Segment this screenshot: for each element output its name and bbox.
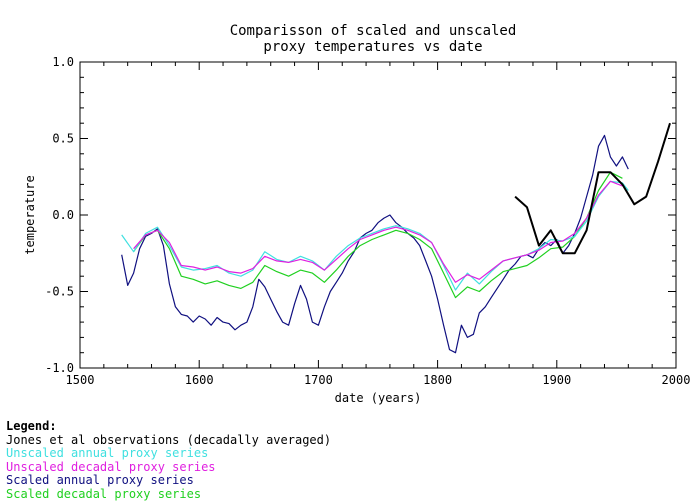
series-line-0 [514,122,671,255]
x-tick-label: 1600 [185,373,214,387]
x-tick-label: 2000 [662,373,691,387]
legend-entry-scaled-decadal: Scaled decadal proxy series [6,486,202,501]
y-tick-label: 0.5 [52,132,74,146]
y-tick-label: 0.0 [52,208,74,222]
series-line-1 [121,180,629,291]
legend-entry-unscaled-annual: Unscaled annual proxy series [6,446,209,461]
y-tick-label: -1.0 [45,361,74,375]
x-tick-label: 1700 [304,373,333,387]
legend-title: Legend: [6,419,57,433]
legend: Legend: Jones et al observations (decada… [6,419,332,502]
legend-entry-scaled-annual: Scaled annual proxy series [6,473,194,488]
y-axis-label: temperature [23,175,37,254]
legend-entry-jones: Jones et al observations (decadally aver… [6,432,332,447]
y-axis: 1.0 0.5 0.0 -0.5 -1.0 [45,55,676,375]
series-layer [121,122,671,354]
plot-frame [79,61,677,369]
series-line-4 [133,171,623,299]
legend-entry-unscaled-decadal: Unscaled decadal proxy series [6,459,216,474]
x-tick-label: 1900 [542,373,571,387]
chart-title-line-1: Comparisson of scaled and unscaled [230,23,517,39]
series-line-2 [133,180,623,283]
x-tick-label: 1500 [66,373,95,387]
x-tick-label: 1800 [423,373,452,387]
x-axis: 1500 1600 1700 1800 1900 2000 [66,62,691,387]
y-tick-label: -0.5 [45,285,74,299]
chart-title-line-2: proxy temperatures vs date [263,39,482,55]
series-line-3 [121,134,629,354]
y-tick-label: 1.0 [52,55,74,69]
x-axis-label: date (years) [335,391,422,405]
